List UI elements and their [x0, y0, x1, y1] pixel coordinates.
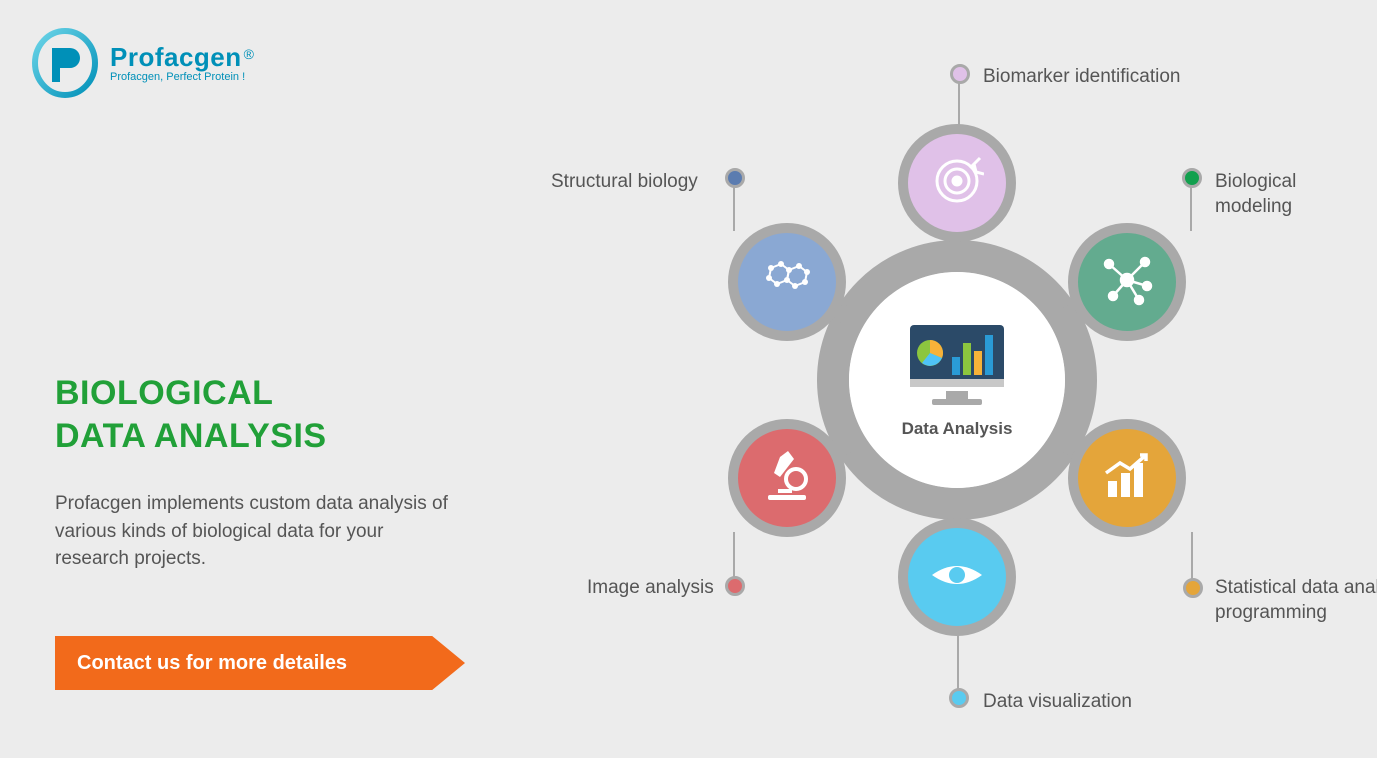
stem-dataviz	[957, 634, 959, 690]
cta-label: Contact us for more detailes	[77, 652, 347, 675]
stem-biomarker	[958, 82, 960, 126]
microscope-icon	[762, 449, 812, 508]
stem-image	[733, 532, 735, 578]
node-biomarker	[898, 124, 1016, 242]
dot-biomarker	[950, 64, 970, 84]
monitor-chart-icon	[902, 321, 1012, 411]
node-modeling	[1068, 223, 1186, 341]
page-description: Profacgen implements custom data analysi…	[55, 490, 455, 573]
stem-stats	[1191, 532, 1193, 580]
network-icon	[1099, 252, 1155, 313]
node-image	[728, 419, 846, 537]
stem-structural	[733, 186, 735, 231]
bars-up-icon	[1100, 449, 1154, 508]
dot-stats	[1183, 578, 1203, 598]
data-analysis-diagram: Data Analysis Biomarker identification Bi…	[577, 20, 1337, 740]
headline-line1: BIOLOGICAL	[55, 374, 273, 412]
node-label-image: Image analysis	[587, 576, 714, 601]
stem-modeling	[1190, 186, 1192, 231]
logo-name: Profacgen	[110, 42, 242, 72]
dot-image	[725, 576, 745, 596]
page-title: BIOLOGICAL DATA ANALYSIS	[55, 372, 327, 457]
logo-mark-icon	[30, 28, 100, 98]
registered-icon: ®	[244, 46, 254, 62]
node-label-stats: Statistical data analysis and programmin…	[1215, 576, 1377, 625]
molecule-icon	[757, 256, 817, 309]
contact-button[interactable]: Contact us for more detailes	[55, 636, 465, 690]
eye-icon	[928, 555, 986, 600]
node-label-dataviz: Data visualization	[983, 690, 1132, 715]
node-label-structural: Structural biology	[551, 170, 698, 195]
hub-center: Data Analysis	[849, 272, 1065, 488]
dot-structural	[725, 168, 745, 188]
logo-tagline: Profacgen, Perfect Protein !	[110, 71, 254, 83]
dot-dataviz	[949, 688, 969, 708]
node-stats	[1068, 419, 1186, 537]
dot-modeling	[1182, 168, 1202, 188]
brand-logo: Profacgen® Profacgen, Perfect Protein !	[30, 28, 254, 98]
target-icon	[930, 154, 984, 213]
node-dataviz	[898, 518, 1016, 636]
node-label-modeling: Biological modeling	[1215, 170, 1337, 219]
node-label-biomarker: Biomarker identification	[983, 65, 1180, 90]
hub-label: Data Analysis	[902, 419, 1013, 439]
node-structural	[728, 223, 846, 341]
headline-line2: DATA ANALYSIS	[55, 417, 327, 455]
